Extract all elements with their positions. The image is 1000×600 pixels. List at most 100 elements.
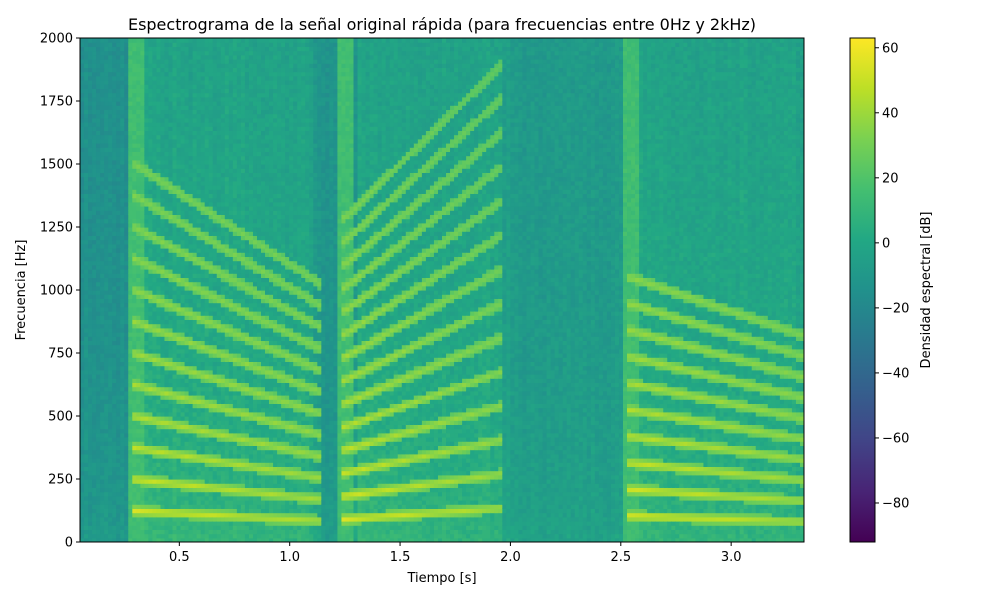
heatmap-cell	[80, 75, 85, 81]
heatmap-cell	[168, 264, 174, 270]
heatmap-cell	[228, 525, 234, 530]
heatmap-cell	[132, 525, 137, 530]
heatmap-cell	[240, 168, 246, 173]
heatmap-cell	[220, 222, 226, 228]
heatmap-cell	[172, 420, 178, 425]
heatmap-cell	[184, 449, 190, 455]
heatmap-cell	[208, 193, 214, 199]
heatmap-cell	[200, 340, 206, 346]
heatmap-cell	[120, 298, 125, 304]
heatmap-cell	[192, 416, 198, 421]
heatmap-cell	[172, 491, 178, 497]
heatmap-cell	[172, 508, 178, 514]
heatmap-cell	[160, 336, 166, 341]
heatmap-cell	[120, 126, 125, 131]
heatmap-cell	[232, 508, 238, 514]
heatmap-cell	[224, 382, 230, 388]
heatmap-cell	[132, 285, 137, 291]
heatmap-cell	[128, 151, 133, 157]
heatmap-cell	[168, 298, 174, 304]
heatmap-cell	[80, 130, 85, 136]
heatmap-cell	[180, 235, 186, 241]
heatmap-cell	[148, 495, 153, 501]
heatmap-cell	[172, 239, 178, 245]
heatmap-cell	[148, 210, 153, 215]
heatmap-cell	[192, 42, 198, 47]
heatmap-cell	[232, 315, 238, 320]
heatmap-cell	[180, 348, 186, 354]
heatmap-cell	[192, 521, 198, 526]
heatmap-cell	[164, 411, 170, 417]
heatmap-cell	[104, 369, 109, 375]
heatmap-cell	[144, 416, 149, 421]
heatmap-cell	[208, 168, 214, 173]
heatmap-cell	[220, 256, 226, 262]
heatmap-cell	[132, 50, 137, 56]
heatmap-cell	[136, 197, 141, 203]
heatmap-cell	[160, 235, 166, 241]
heatmap-cell	[140, 138, 145, 144]
heatmap-cell	[148, 441, 153, 446]
heatmap-cell	[144, 218, 149, 224]
heatmap-cell	[208, 285, 214, 291]
heatmap-cell	[216, 227, 222, 232]
heatmap-cell	[96, 206, 101, 211]
heatmap-cell	[116, 138, 121, 144]
heatmap-cell	[232, 101, 238, 106]
heatmap-cell	[152, 172, 158, 178]
heatmap-cell	[216, 365, 222, 371]
heatmap-cell	[92, 248, 97, 253]
heatmap-cell	[236, 269, 242, 274]
heatmap-cell	[160, 315, 166, 320]
heatmap-cell	[124, 126, 129, 131]
heatmap-cell	[160, 269, 166, 274]
heatmap-cell	[228, 239, 234, 245]
heatmap-cell	[140, 42, 145, 47]
heatmap-cell	[184, 516, 190, 522]
heatmap-cell	[200, 180, 206, 186]
heatmap-cell	[228, 42, 234, 47]
heatmap-cell	[92, 424, 97, 430]
heatmap-cell	[112, 508, 117, 514]
heatmap-cell	[96, 67, 101, 73]
heatmap-cell	[100, 504, 105, 509]
heatmap-cell	[92, 495, 97, 501]
heatmap-cell	[80, 441, 85, 446]
heatmap-cell	[168, 504, 174, 509]
heatmap-cell	[172, 407, 178, 413]
heatmap-cell	[172, 260, 178, 266]
heatmap-cell	[240, 130, 246, 136]
heatmap-cell	[160, 470, 166, 476]
heatmap-cell	[240, 193, 246, 199]
heatmap-cell	[164, 273, 170, 278]
heatmap-cell	[84, 458, 89, 463]
heatmap-cell	[124, 483, 129, 488]
heatmap-cell	[96, 453, 101, 459]
heatmap-cell	[148, 168, 153, 173]
heatmap-cell	[144, 252, 149, 257]
heatmap-cell	[100, 424, 105, 430]
heatmap-cell	[224, 172, 230, 178]
heatmap-cell	[236, 176, 242, 182]
heatmap-cell	[88, 193, 93, 199]
heatmap-cell	[200, 277, 206, 283]
heatmap-cell	[188, 235, 194, 241]
heatmap-cell	[184, 231, 190, 236]
heatmap-cell	[96, 285, 101, 291]
heatmap-cell	[108, 269, 113, 274]
heatmap-cell	[140, 428, 145, 434]
heatmap-cell	[192, 243, 198, 249]
heatmap-cell	[240, 176, 246, 182]
heatmap-cell	[120, 306, 125, 312]
heatmap-cell	[84, 357, 89, 362]
heatmap-cell	[224, 420, 230, 425]
heatmap-cell	[192, 50, 198, 56]
heatmap-cell	[172, 521, 178, 526]
heatmap-cell	[188, 315, 194, 320]
heatmap-cell	[128, 96, 133, 102]
heatmap-cell	[80, 290, 85, 295]
heatmap-cell	[164, 353, 170, 358]
heatmap-cell	[148, 122, 153, 127]
heatmap-cell	[212, 214, 218, 220]
heatmap-cell	[132, 357, 137, 362]
